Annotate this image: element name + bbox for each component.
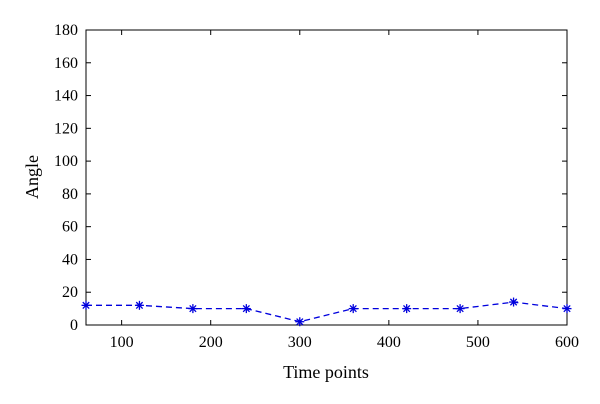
data-point: [134, 300, 144, 310]
y-tick-label: 120: [54, 120, 78, 137]
x-tick-label: 400: [377, 334, 401, 351]
y-tick-label: 100: [54, 153, 78, 170]
x-tick-label: 600: [555, 334, 579, 351]
data-point: [81, 300, 91, 310]
data-point: [509, 297, 519, 307]
tick-layer: 100 200 300 400 500 600 0 20 40 60 80 100 120 140 160 1…: [54, 22, 579, 351]
y-tick-label: 40: [62, 251, 78, 268]
x-tick-label: 200: [199, 334, 223, 351]
marker-layer: [81, 297, 572, 327]
y-tick-label: 80: [62, 186, 78, 203]
plot-area: [85, 29, 568, 326]
data-point: [562, 304, 572, 314]
x-tick-label: 300: [288, 334, 312, 351]
y-tick-label: 20: [62, 284, 78, 301]
y-tick-label: 180: [54, 22, 78, 39]
y-tick-label: 140: [54, 88, 78, 105]
series-line: [86, 301, 568, 323]
y-tick-label: 60: [62, 219, 78, 236]
data-point: [348, 304, 358, 314]
x-tick-label: 500: [466, 334, 490, 351]
data-point: [241, 304, 251, 314]
x-tick-label: 100: [110, 334, 134, 351]
y-axis-label: Angle: [22, 155, 42, 199]
y-tick-label: 160: [54, 55, 78, 72]
data-point: [455, 304, 465, 314]
series-layer: [86, 301, 568, 323]
y-tick-label: 0: [70, 317, 78, 334]
data-point: [402, 304, 412, 314]
data-point: [188, 304, 198, 314]
x-axis-label: Time points: [283, 362, 369, 382]
data-point: [295, 317, 305, 327]
